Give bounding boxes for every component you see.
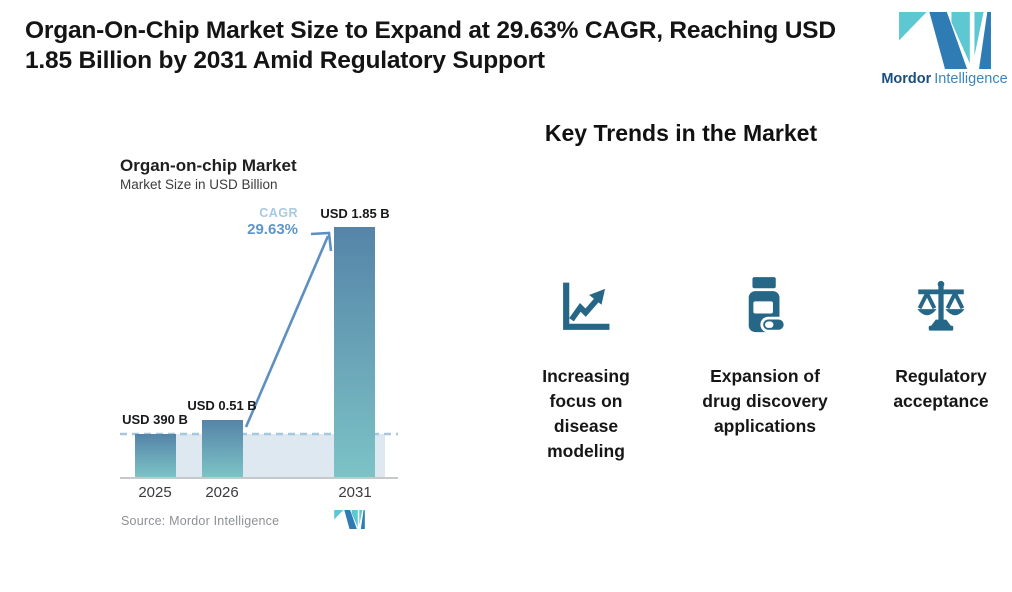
page-title: Organ-On-Chip Market Size to Expand at 2…: [25, 17, 836, 74]
brand-name-light: Intelligence: [934, 71, 1008, 87]
source-attribution: Source: Mordor Intelligence: [121, 514, 280, 528]
bar-value-label: USD 0.51 B: [187, 398, 257, 413]
cagr-value: 29.63%: [247, 221, 298, 238]
x-axis-tick-label: 2025: [138, 484, 172, 501]
x-axis-tick-label: 2026: [205, 484, 239, 501]
mordor-logo-small-icon: [334, 510, 365, 529]
brand-name-bold: Mordor: [881, 71, 932, 87]
brand-name: Mordor Intelligence: [877, 71, 1012, 87]
trend-item-disease-modeling: Increasing focus on disease modeling: [530, 277, 642, 464]
trends-heading: Key Trends in the Market: [544, 120, 818, 146]
pill-bottle-icon: [695, 277, 835, 335]
mordor-logo-icon: [898, 12, 991, 69]
cagr-label: CAGR: [259, 206, 298, 220]
x-axis-tick-label: 2031: [338, 484, 372, 501]
x-axis-line: [120, 477, 398, 479]
trend-label: Expansion of drug discovery applications: [702, 366, 828, 436]
trend-label: Regulatory acceptance: [893, 366, 989, 411]
trend-item-regulatory: Regulatory acceptance: [876, 277, 1006, 414]
bar-value-label: USD 390 B: [122, 412, 188, 427]
cagr-growth-arrow-icon: [244, 231, 333, 428]
bar-value-label: USD 1.85 B: [320, 206, 390, 221]
bar-2031: [334, 227, 375, 477]
scale-icon: [876, 277, 1006, 335]
brand-logo: Mordor Intelligence: [877, 12, 1012, 87]
trend-item-drug-discovery: Expansion of drug discovery applications: [695, 277, 835, 439]
bar-2025: [135, 434, 176, 477]
bar-2026: [202, 420, 243, 477]
trend-label: Increasing focus on disease modeling: [542, 366, 630, 461]
chart-title: Organ-on-chip Market: [120, 156, 297, 175]
line-chart-icon: [530, 277, 642, 335]
chart-subtitle: Market Size in USD Billion: [120, 177, 278, 192]
